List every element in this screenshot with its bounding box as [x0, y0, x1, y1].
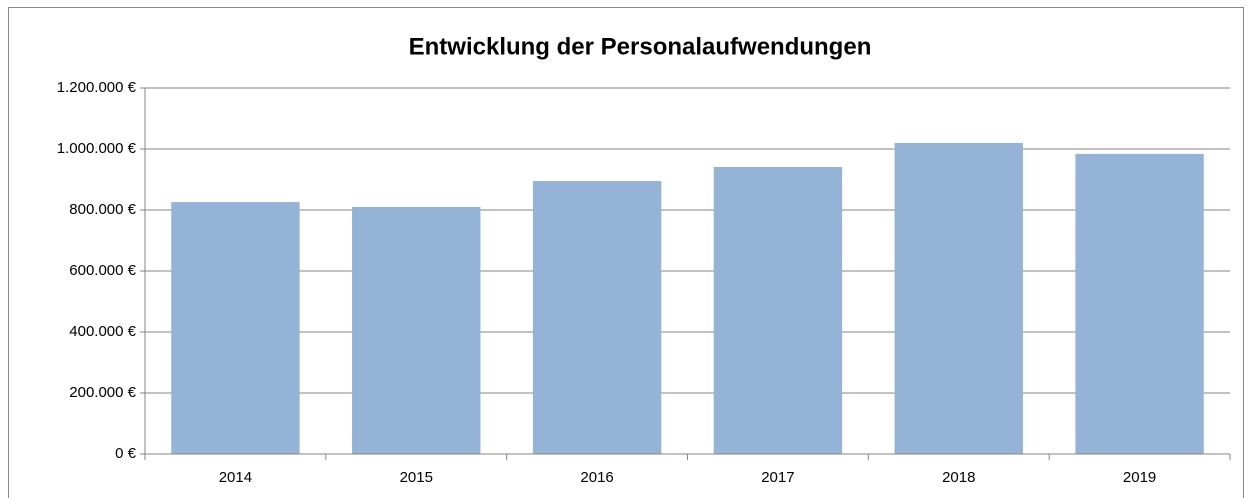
bar: [894, 142, 1023, 454]
x-tick-label: 2018: [942, 469, 975, 486]
bar: [171, 202, 300, 454]
y-tick-label: 1.000.000 €: [57, 140, 137, 157]
bar: [713, 166, 843, 454]
x-tick-label: 2019: [1123, 469, 1156, 486]
x-tick-label: 2014: [219, 469, 252, 486]
y-tick-label: 400.000 €: [69, 323, 136, 340]
y-tick-label: 0 €: [115, 445, 137, 462]
y-tick-label: 200.000 €: [69, 384, 136, 401]
x-tick-label: 2016: [580, 469, 613, 486]
x-tick-label: 2015: [400, 469, 433, 486]
y-tick-label: 600.000 €: [69, 262, 136, 279]
y-tick-label: 1.200.000 €: [57, 79, 137, 96]
bar: [532, 181, 662, 454]
x-tick-label: 2017: [761, 469, 794, 486]
bar: [352, 206, 481, 454]
y-tick-label: 800.000 €: [69, 201, 136, 218]
chart-title: Entwicklung der Personalaufwendungen: [409, 33, 872, 60]
bar: [1075, 153, 1204, 454]
